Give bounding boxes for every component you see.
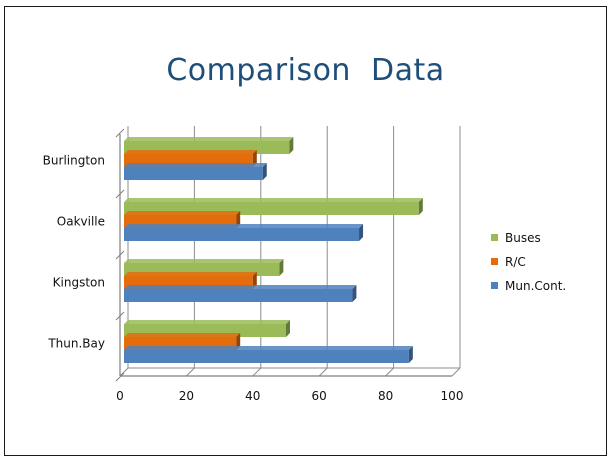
- floor-gridline-60: [318, 367, 328, 377]
- x-tick-labels: 0 20 40 60 80 100: [116, 389, 463, 403]
- y-tick: [115, 250, 125, 260]
- bar-side-face: [352, 285, 357, 302]
- bar-top-face: [124, 211, 241, 215]
- y-tick: [115, 311, 125, 321]
- x-tick-label: 80: [378, 389, 393, 403]
- bar-top-face: [124, 137, 294, 141]
- bar-side-face: [289, 137, 294, 154]
- bar-front-face: [124, 167, 263, 180]
- bar-side-face: [236, 211, 241, 228]
- legend-label: Mun.Cont.: [505, 279, 566, 293]
- floor-gridline-40: [252, 367, 262, 377]
- category-labels: Burlington Oakville Kingston Thun.Bay: [43, 154, 105, 351]
- bars: [124, 137, 423, 363]
- y-tick: [115, 189, 125, 199]
- x-tick-label: 100: [441, 389, 464, 403]
- legend: Buses R/C Mun.Cont.: [491, 231, 566, 293]
- bar-top-face: [124, 198, 423, 202]
- bar-front-face: [124, 350, 409, 363]
- bar-mun-cont--burlington: [124, 163, 267, 180]
- legend-swatch: [491, 282, 498, 289]
- bar-side-face: [236, 333, 241, 350]
- x-tick-label: 0: [116, 389, 124, 403]
- chart-title: Comparison Data: [166, 53, 445, 88]
- bar-mun-cont--thun-bay: [124, 346, 413, 363]
- x-tick-label: 60: [312, 389, 327, 403]
- legend-label: R/C: [505, 255, 526, 269]
- floor-gridline-20: [186, 367, 195, 377]
- bar-top-face: [124, 163, 267, 167]
- bar-side-face: [359, 224, 364, 241]
- bar-top-face: [124, 320, 290, 324]
- bar-side-face: [286, 320, 290, 337]
- floor-gridline-0: [119, 367, 129, 377]
- bar-side-face: [279, 259, 284, 276]
- bar-top-face: [124, 346, 413, 350]
- bar-side-face: [252, 272, 257, 289]
- bar-top-face: [124, 259, 284, 263]
- category-label: Burlington: [43, 154, 105, 168]
- bar-front-face: [124, 289, 353, 302]
- bar-side-face: [418, 198, 423, 215]
- bar-side-face: [262, 163, 267, 180]
- bar-mun-cont--kingston: [124, 285, 357, 302]
- x-tick-label: 40: [245, 389, 260, 403]
- bar-top-face: [124, 333, 241, 337]
- category-label: Oakville: [57, 215, 105, 229]
- bar-top-face: [124, 224, 364, 228]
- category-label: Thun.Bay: [47, 337, 105, 351]
- bar-side-face: [408, 346, 413, 363]
- floor-gridline-100: [451, 367, 461, 377]
- bar-side-face: [252, 150, 257, 167]
- bar-top-face: [124, 285, 357, 289]
- y-tick: [115, 128, 125, 138]
- bar-top-face: [124, 150, 257, 154]
- bar-mun-cont--oakville: [124, 224, 364, 241]
- category-label: Kingston: [53, 276, 105, 290]
- floor-gridline-80: [385, 367, 394, 377]
- bar-top-face: [124, 272, 257, 276]
- legend-swatch: [491, 234, 498, 241]
- x-tick-label: 20: [179, 389, 194, 403]
- bar-front-face: [124, 228, 360, 241]
- legend-label: Buses: [505, 231, 541, 245]
- y-tick: [115, 372, 125, 382]
- legend-swatch: [491, 258, 498, 265]
